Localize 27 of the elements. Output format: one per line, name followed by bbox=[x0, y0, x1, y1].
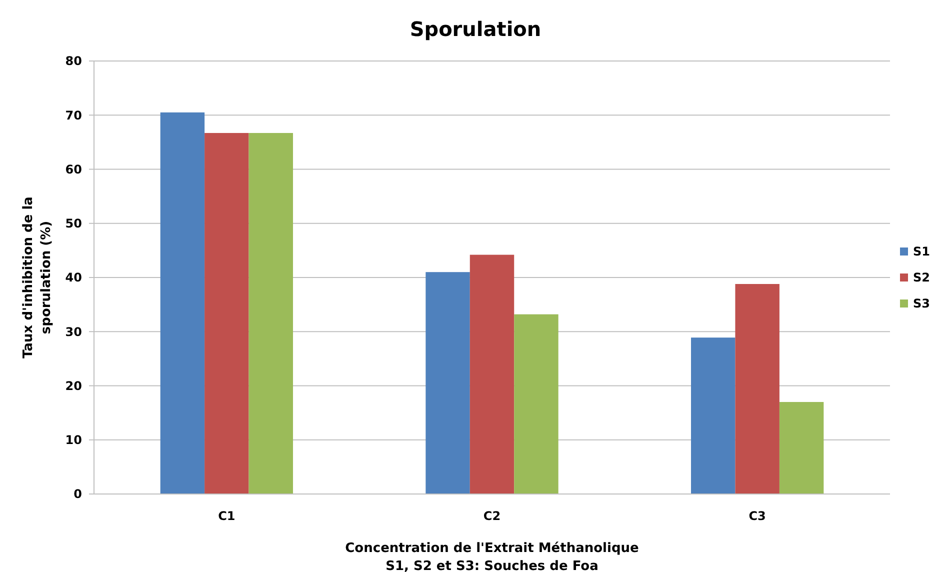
y-axis-title: Taux d'inhibition de la sporulation (%) bbox=[21, 196, 54, 358]
bar bbox=[779, 402, 824, 494]
y-tick-label: 40 bbox=[65, 270, 82, 285]
y-tick-label: 10 bbox=[65, 433, 82, 448]
y-tick-label: 70 bbox=[65, 108, 82, 122]
bar bbox=[248, 132, 293, 494]
y-tick-label: 60 bbox=[65, 162, 82, 176]
y-tick-label: 30 bbox=[65, 324, 82, 339]
y-tick-label: 50 bbox=[65, 216, 82, 231]
x-tick-label: C1 bbox=[218, 509, 236, 523]
bar bbox=[514, 314, 558, 494]
x-tick-label: C3 bbox=[748, 509, 766, 523]
bar bbox=[470, 254, 514, 494]
x-tick-label: C2 bbox=[483, 509, 501, 523]
bar bbox=[204, 132, 249, 494]
y-tick-label: 80 bbox=[65, 54, 82, 68]
legend-label: S2 bbox=[913, 270, 930, 285]
chart-title: Sporulation bbox=[410, 17, 542, 41]
bar bbox=[691, 338, 736, 494]
y-tick-label: 20 bbox=[65, 378, 82, 393]
legend-label: S1 bbox=[913, 244, 930, 259]
bar bbox=[160, 112, 205, 494]
bar bbox=[426, 272, 470, 494]
y-tick-label: 0 bbox=[74, 487, 82, 502]
legend-label: S3 bbox=[913, 296, 930, 311]
x-axis-title: Concentration de l'Extrait Méthanolique S1, S2 et S3: Souches de Foa bbox=[345, 541, 640, 572]
bar bbox=[735, 284, 780, 494]
